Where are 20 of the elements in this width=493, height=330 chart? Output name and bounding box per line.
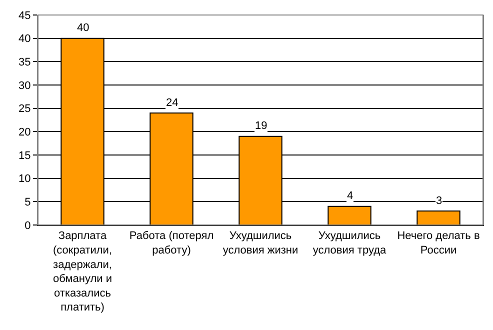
data-label: 3 (436, 195, 442, 207)
y-tick-label: 0 (24, 220, 31, 232)
y-tick-label: 40 (18, 33, 31, 46)
y-tick-label: 15 (18, 150, 31, 162)
x-tick-label: Ухудшились условия труда (312, 230, 387, 256)
x-tick-label: Работа (потерял работу) (129, 230, 214, 256)
y-tick-label: 5 (24, 196, 31, 209)
y-tick-label: 35 (18, 56, 31, 69)
y-tick-label: 20 (18, 126, 31, 139)
y-tick-label: 30 (18, 80, 31, 92)
x-tick-label: Нечего делать в России (397, 230, 480, 256)
x-tick-label: Зарплата (сократили, задержали, обманули и отказались платить) (52, 230, 112, 314)
x-tick-label: Ухудшились условия жизни (222, 230, 298, 256)
data-label: 4 (347, 190, 354, 202)
y-tick-label: 45 (18, 10, 31, 22)
data-label: 19 (255, 120, 268, 132)
y-tick-label: 10 (18, 173, 31, 186)
data-label: 40 (77, 22, 90, 34)
data-label: 24 (166, 97, 178, 109)
y-tick-label: 25 (18, 103, 31, 116)
